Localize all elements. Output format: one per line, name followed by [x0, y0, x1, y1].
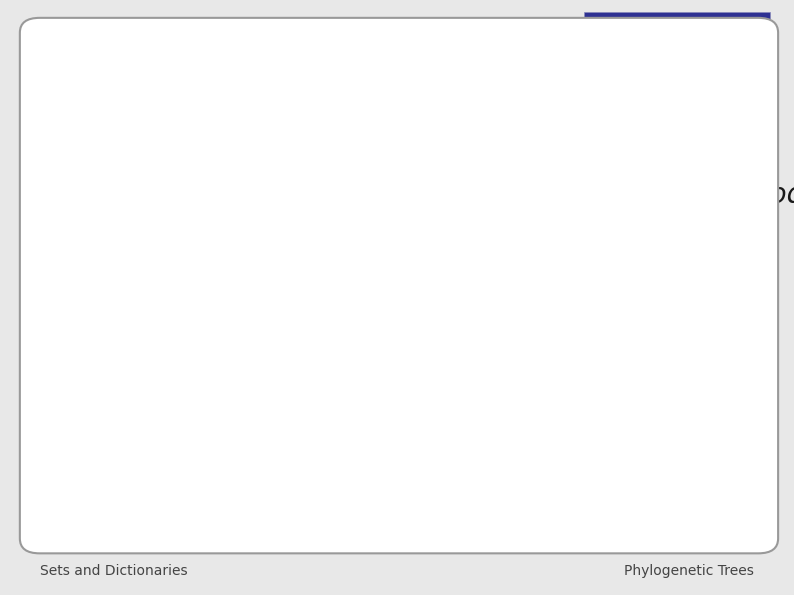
Text: Phylogenetic Trees: Phylogenetic Trees — [624, 564, 754, 578]
Text: (UPGMA): (UPGMA) — [433, 250, 565, 278]
Text: Sets and Dictionaries: Sets and Dictionaries — [40, 564, 187, 578]
Text: doc.createElement...: doc.createElement... — [651, 50, 703, 55]
Text: What does "closest" mean?: What does "closest" mean? — [69, 100, 450, 129]
Text: unweighted pair-group method: unweighted pair-group method — [372, 180, 794, 209]
Text: if next: rejecting: if next: rejecting — [657, 17, 697, 22]
Text: software  carpentry: software carpentry — [607, 28, 746, 41]
Text: Simplest algorithm is: Simplest algorithm is — [69, 180, 372, 209]
FancyBboxPatch shape — [584, 12, 770, 62]
Text: using arithmetic averages: using arithmetic averages — [69, 250, 433, 278]
